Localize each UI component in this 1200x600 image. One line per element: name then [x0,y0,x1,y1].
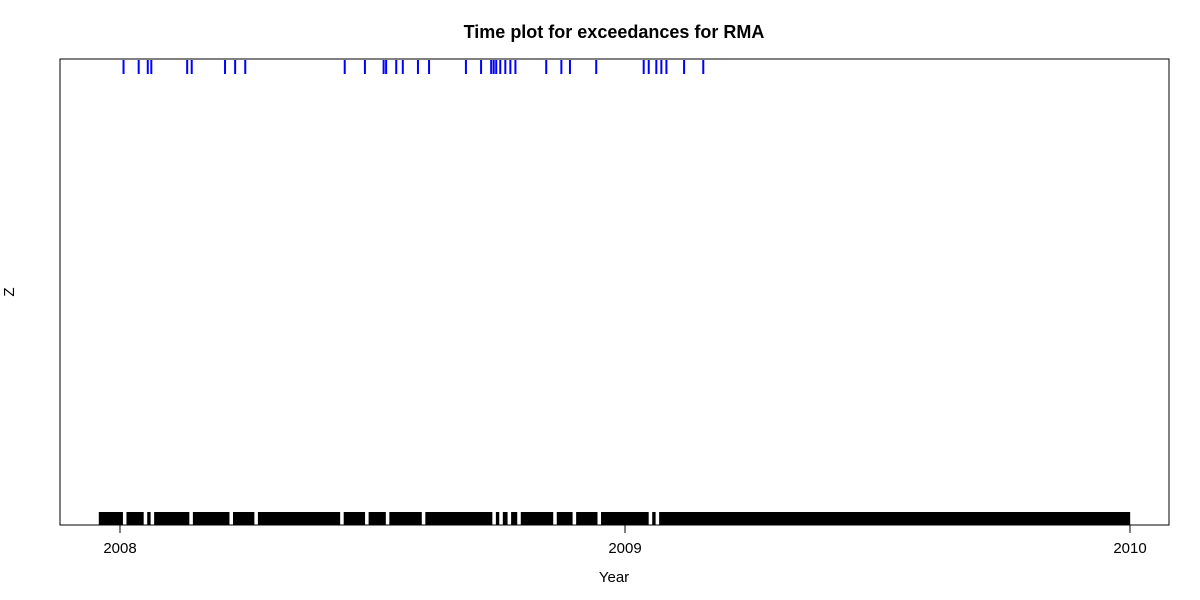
baseline-series [98,512,1131,525]
chart-title: Time plot for exceedances for RMA [464,22,765,42]
exceedance-series [122,60,705,74]
x-tick-label-2010: 2010 [1113,540,1146,557]
x-tick-label-2009: 2009 [608,540,641,557]
x-axis: 2008 2009 2010 [103,524,1147,557]
plot-area [59,58,1170,526]
y-axis-label: Z [1,287,18,296]
x-axis-label: Year [599,569,629,586]
x-tick-label-2008: 2008 [103,540,136,557]
